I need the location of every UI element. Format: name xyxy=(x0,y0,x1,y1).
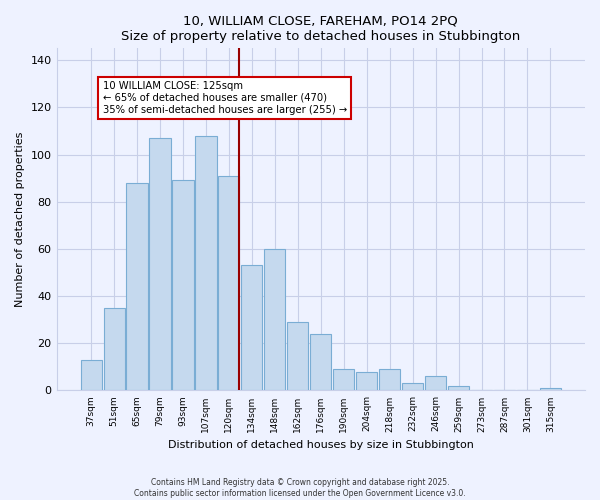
Bar xyxy=(425,376,446,390)
Title: 10, WILLIAM CLOSE, FAREHAM, PO14 2PQ
Size of property relative to detached house: 10, WILLIAM CLOSE, FAREHAM, PO14 2PQ Siz… xyxy=(121,15,520,43)
Bar xyxy=(540,388,561,390)
Bar xyxy=(356,372,377,390)
Bar xyxy=(218,176,239,390)
X-axis label: Distribution of detached houses by size in Stubbington: Distribution of detached houses by size … xyxy=(168,440,474,450)
Bar xyxy=(80,360,101,390)
Bar xyxy=(127,183,148,390)
Bar xyxy=(379,369,400,390)
Bar xyxy=(196,136,217,390)
Bar xyxy=(104,308,125,390)
Bar xyxy=(241,266,262,390)
Bar xyxy=(287,322,308,390)
Bar xyxy=(333,369,354,390)
Y-axis label: Number of detached properties: Number of detached properties xyxy=(15,132,25,307)
Bar xyxy=(149,138,170,390)
Bar xyxy=(402,384,423,390)
Bar xyxy=(172,180,194,390)
Bar xyxy=(310,334,331,390)
Text: 10 WILLIAM CLOSE: 125sqm
← 65% of detached houses are smaller (470)
35% of semi-: 10 WILLIAM CLOSE: 125sqm ← 65% of detach… xyxy=(103,82,347,114)
Bar xyxy=(264,249,286,390)
Bar xyxy=(448,386,469,390)
Text: Contains HM Land Registry data © Crown copyright and database right 2025.
Contai: Contains HM Land Registry data © Crown c… xyxy=(134,478,466,498)
